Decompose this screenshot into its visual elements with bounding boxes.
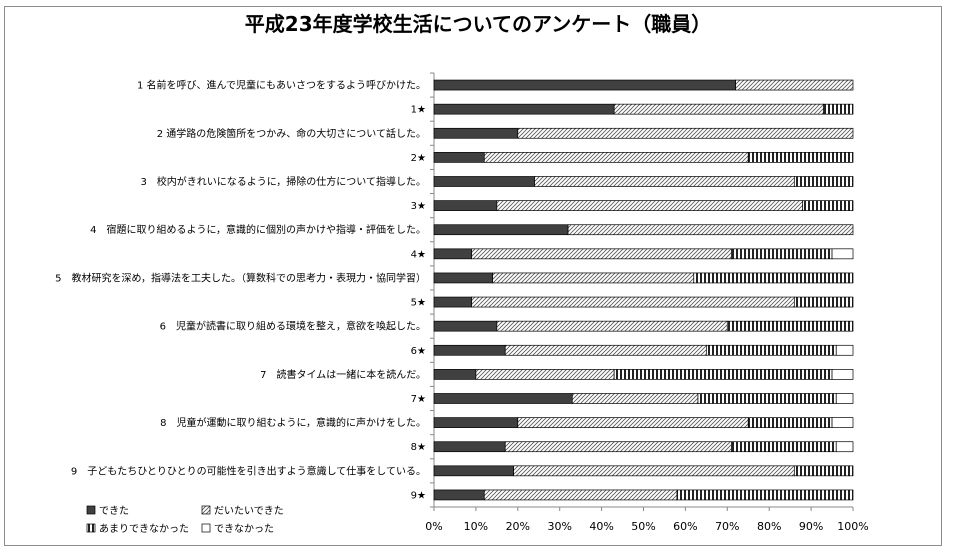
x-tick-label: 90% (799, 520, 823, 533)
category-label: 8★ (411, 442, 426, 453)
bar-segment-3 (793, 465, 854, 477)
category-label: 2 通学路の危険箇所をつかみ、命の大切さについて話した。 (157, 127, 426, 140)
bar-segment-2 (534, 176, 795, 187)
bar-segment-1 (433, 417, 519, 428)
bar-segment-1 (433, 79, 737, 91)
category-label: 4 宿題に取り組めるように，意識的に個別の声かけや指導・評価をした。 (90, 223, 426, 236)
bar-segment-4 (831, 369, 854, 380)
bar-segment-1 (433, 127, 519, 139)
bar-segment-1 (433, 103, 615, 115)
bar-segment-3 (747, 152, 854, 163)
bar-segment-3 (823, 103, 854, 115)
bar-segment-4 (835, 393, 854, 404)
legend-swatch (86, 505, 96, 515)
bar-segment-2 (492, 272, 695, 284)
category-label: 9 子どもたちひとりひとりの可能性を引き出すよう意識して仕事をしている。 (71, 464, 426, 477)
bar-segment-1 (433, 465, 514, 477)
bar-segment-2 (504, 441, 732, 453)
bar-segment-2 (483, 152, 749, 163)
bar-segment-2 (471, 248, 732, 260)
bar-segment-1 (433, 152, 485, 163)
bar-segment-3 (793, 296, 854, 308)
x-tick-label: 60% (673, 520, 697, 533)
category-label: 4★ (411, 249, 426, 260)
legend-swatch (201, 505, 211, 515)
bar-segment-3 (747, 417, 833, 428)
category-label: 1★ (411, 105, 426, 116)
x-tick-label: 70% (715, 520, 739, 533)
bar-segment-2 (571, 393, 699, 404)
x-tick-label: 80% (757, 520, 781, 533)
bar-segment-1 (433, 248, 473, 260)
bar-segment-1 (433, 344, 506, 356)
bar-segment-3 (697, 393, 837, 404)
bar-segment-2 (567, 224, 854, 236)
bar-segment-2 (496, 200, 804, 211)
bar-segment-2 (496, 320, 728, 332)
bar-segment-3 (731, 248, 833, 260)
bar-segment-2 (517, 417, 749, 428)
legend-swatch (86, 523, 96, 533)
legend-label: あまりできなかった (99, 523, 189, 535)
bar-segment-1 (433, 320, 498, 332)
category-label: 8 児童が運動に取り組むように，意識的に声かけをした。 (160, 416, 426, 429)
bar-segment-4 (835, 344, 854, 356)
bar-segment-2 (504, 344, 707, 356)
x-tick-label: 100% (837, 520, 868, 533)
bar-segment-3 (705, 344, 837, 356)
bar-segment-2 (483, 489, 678, 501)
x-tick-label: 40% (589, 520, 613, 533)
category-label: 7 読書タイムは一緒に本を読んだ。 (260, 368, 426, 381)
x-tick-label: 20% (506, 520, 530, 533)
category-label: 9★ (411, 490, 426, 501)
bar-segment-2 (475, 369, 615, 380)
bar-segment-1 (433, 224, 569, 236)
category-label: 3 校内がきれいになるように，掃除の仕方について指導した。 (140, 175, 426, 188)
bar-segment-2 (513, 465, 795, 477)
bar-segment-3 (613, 369, 833, 380)
bar-segment-1 (433, 296, 473, 308)
bar-segment-3 (676, 489, 854, 501)
category-label: 6★ (411, 346, 426, 357)
x-tick-label: 0% (425, 520, 442, 533)
bar-segment-1 (433, 441, 506, 453)
legend-label: できた (99, 505, 129, 517)
bar-segment-3 (793, 176, 854, 187)
x-tick-label: 30% (547, 520, 571, 533)
legend-label: だいたいできた (214, 505, 284, 517)
bar-segment-2 (471, 296, 795, 308)
bar-segment-3 (693, 272, 854, 284)
bar-segment-3 (726, 320, 854, 332)
legend-swatch (201, 523, 211, 533)
category-label: 1 名前を呼び、進んで児童にもあいさつをするよう呼びかけた。 (137, 79, 426, 92)
bar-segment-1 (433, 200, 498, 211)
bar-segment-3 (802, 200, 854, 211)
category-label: 3★ (411, 201, 426, 212)
bar-segment-1 (433, 176, 535, 187)
chart-title: 平成23年度学校生活についてのアンケート（職員） (244, 12, 712, 36)
bar-segment-4 (831, 248, 854, 260)
bar-segment-1 (433, 489, 485, 501)
category-label: 2★ (411, 153, 426, 164)
bar-segment-1 (433, 393, 573, 404)
plot-area: 0% 10% 20% 30% 40% 50% 60% 70% 80% 90% 100% 1 名前を呼び… (55, 72, 869, 533)
legend-label: できなかった (214, 523, 274, 535)
bar-segment-2 (735, 79, 854, 91)
category-label: 5★ (411, 298, 426, 309)
bar-segment-4 (835, 441, 854, 453)
bar-segment-1 (433, 369, 477, 380)
category-label: 6 児童が読書に取り組める環境を整え，意欲を喚起した。 (160, 320, 426, 333)
category-label: 5 教材研究を深め，指導法を工夫した。（算数科での思考力・表現力・協同学習） (55, 271, 426, 284)
bar-segment-3 (731, 441, 837, 453)
category-label: 7★ (411, 394, 426, 405)
x-tick-label: 50% (631, 520, 655, 533)
bar-segment-4 (831, 417, 854, 428)
bar-segment-1 (433, 272, 494, 284)
bar-segment-2 (517, 127, 854, 139)
x-tick-label: 10% (464, 520, 488, 533)
bar-segment-2 (613, 103, 825, 115)
